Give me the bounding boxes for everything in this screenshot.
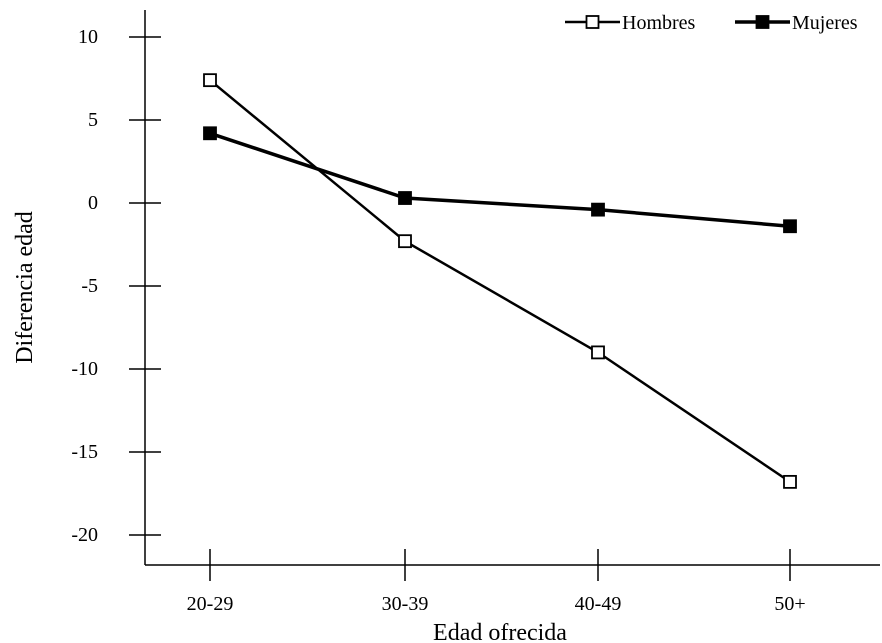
- series-line: [209, 131, 791, 228]
- x-tick-label: 30-39: [382, 593, 429, 615]
- x-axis: 20-29 30-39 40-49 50+: [145, 549, 880, 615]
- series-layer: [203, 73, 797, 489]
- y-tick-label: 5: [88, 109, 98, 131]
- y-tick-label: -15: [71, 441, 98, 463]
- legend-item-mujeres: Mujeres: [735, 12, 858, 34]
- y-tick-label: 10: [78, 26, 98, 48]
- legend-item-hombres: Hombres: [565, 12, 696, 34]
- x-tick-label: 50+: [774, 593, 805, 615]
- legend-label: Mujeres: [792, 12, 858, 34]
- x-ticks: 20-29 30-39 40-49 50+: [187, 549, 806, 615]
- legend: Hombres Mujeres: [565, 12, 858, 34]
- x-tick-label: 20-29: [187, 593, 234, 615]
- y-tick-label: 0: [88, 192, 98, 214]
- data-point: [783, 219, 797, 234]
- x-axis-title: Edad ofrecida: [433, 620, 567, 643]
- legend-marker: [585, 15, 600, 29]
- data-point: [783, 474, 797, 489]
- data-point: [203, 126, 217, 141]
- data-point: [203, 73, 217, 88]
- y-axis-title: Diferencia edad: [12, 211, 38, 364]
- y-tick-label: -10: [71, 358, 98, 380]
- data-point: [398, 191, 412, 205]
- y-tick-label: -20: [71, 524, 98, 546]
- data-point: [398, 234, 412, 249]
- y-ticks: 10 5 0 -5 -10 -15 -20: [71, 26, 161, 546]
- data-point: [591, 202, 605, 217]
- legend-label: Hombres: [622, 12, 696, 34]
- legend-marker: [755, 15, 770, 29]
- data-point: [591, 345, 605, 360]
- series-mujeres: [203, 126, 797, 234]
- x-tick-label: 40-49: [575, 593, 622, 615]
- y-tick-label: -5: [81, 275, 98, 297]
- series-line: [209, 79, 791, 483]
- y-axis: 10 5 0 -5 -10 -15 -20: [71, 10, 161, 565]
- series-hombres: [203, 73, 797, 489]
